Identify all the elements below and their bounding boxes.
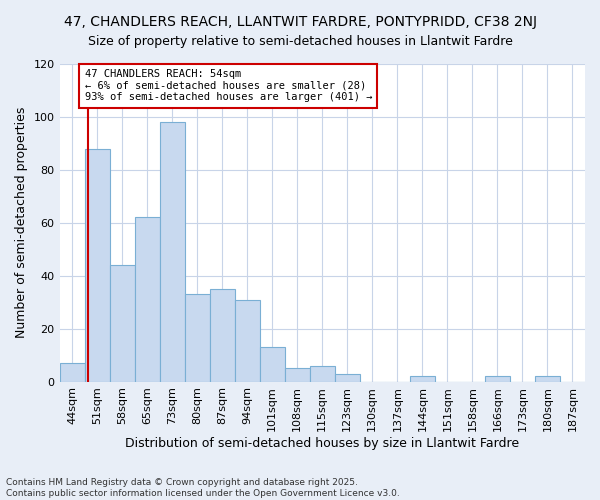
Text: Contains HM Land Registry data © Crown copyright and database right 2025.
Contai: Contains HM Land Registry data © Crown c… bbox=[6, 478, 400, 498]
X-axis label: Distribution of semi-detached houses by size in Llantwit Fardre: Distribution of semi-detached houses by … bbox=[125, 437, 520, 450]
Bar bbox=[185, 294, 209, 382]
Text: Size of property relative to semi-detached houses in Llantwit Fardre: Size of property relative to semi-detach… bbox=[88, 35, 512, 48]
Bar bbox=[134, 218, 160, 382]
Bar bbox=[110, 265, 134, 382]
Bar bbox=[285, 368, 310, 382]
Bar bbox=[59, 363, 85, 382]
Bar bbox=[310, 366, 335, 382]
Text: 47, CHANDLERS REACH, LLANTWIT FARDRE, PONTYPRIDD, CF38 2NJ: 47, CHANDLERS REACH, LLANTWIT FARDRE, PO… bbox=[64, 15, 536, 29]
Bar bbox=[410, 376, 435, 382]
Bar bbox=[85, 148, 110, 382]
Bar bbox=[535, 376, 560, 382]
Bar bbox=[335, 374, 360, 382]
Y-axis label: Number of semi-detached properties: Number of semi-detached properties bbox=[15, 107, 28, 338]
Text: 47 CHANDLERS REACH: 54sqm
← 6% of semi-detached houses are smaller (28)
93% of s: 47 CHANDLERS REACH: 54sqm ← 6% of semi-d… bbox=[85, 70, 372, 102]
Bar bbox=[209, 289, 235, 382]
Bar bbox=[485, 376, 510, 382]
Bar bbox=[260, 347, 285, 382]
Bar bbox=[160, 122, 185, 382]
Bar bbox=[235, 300, 260, 382]
